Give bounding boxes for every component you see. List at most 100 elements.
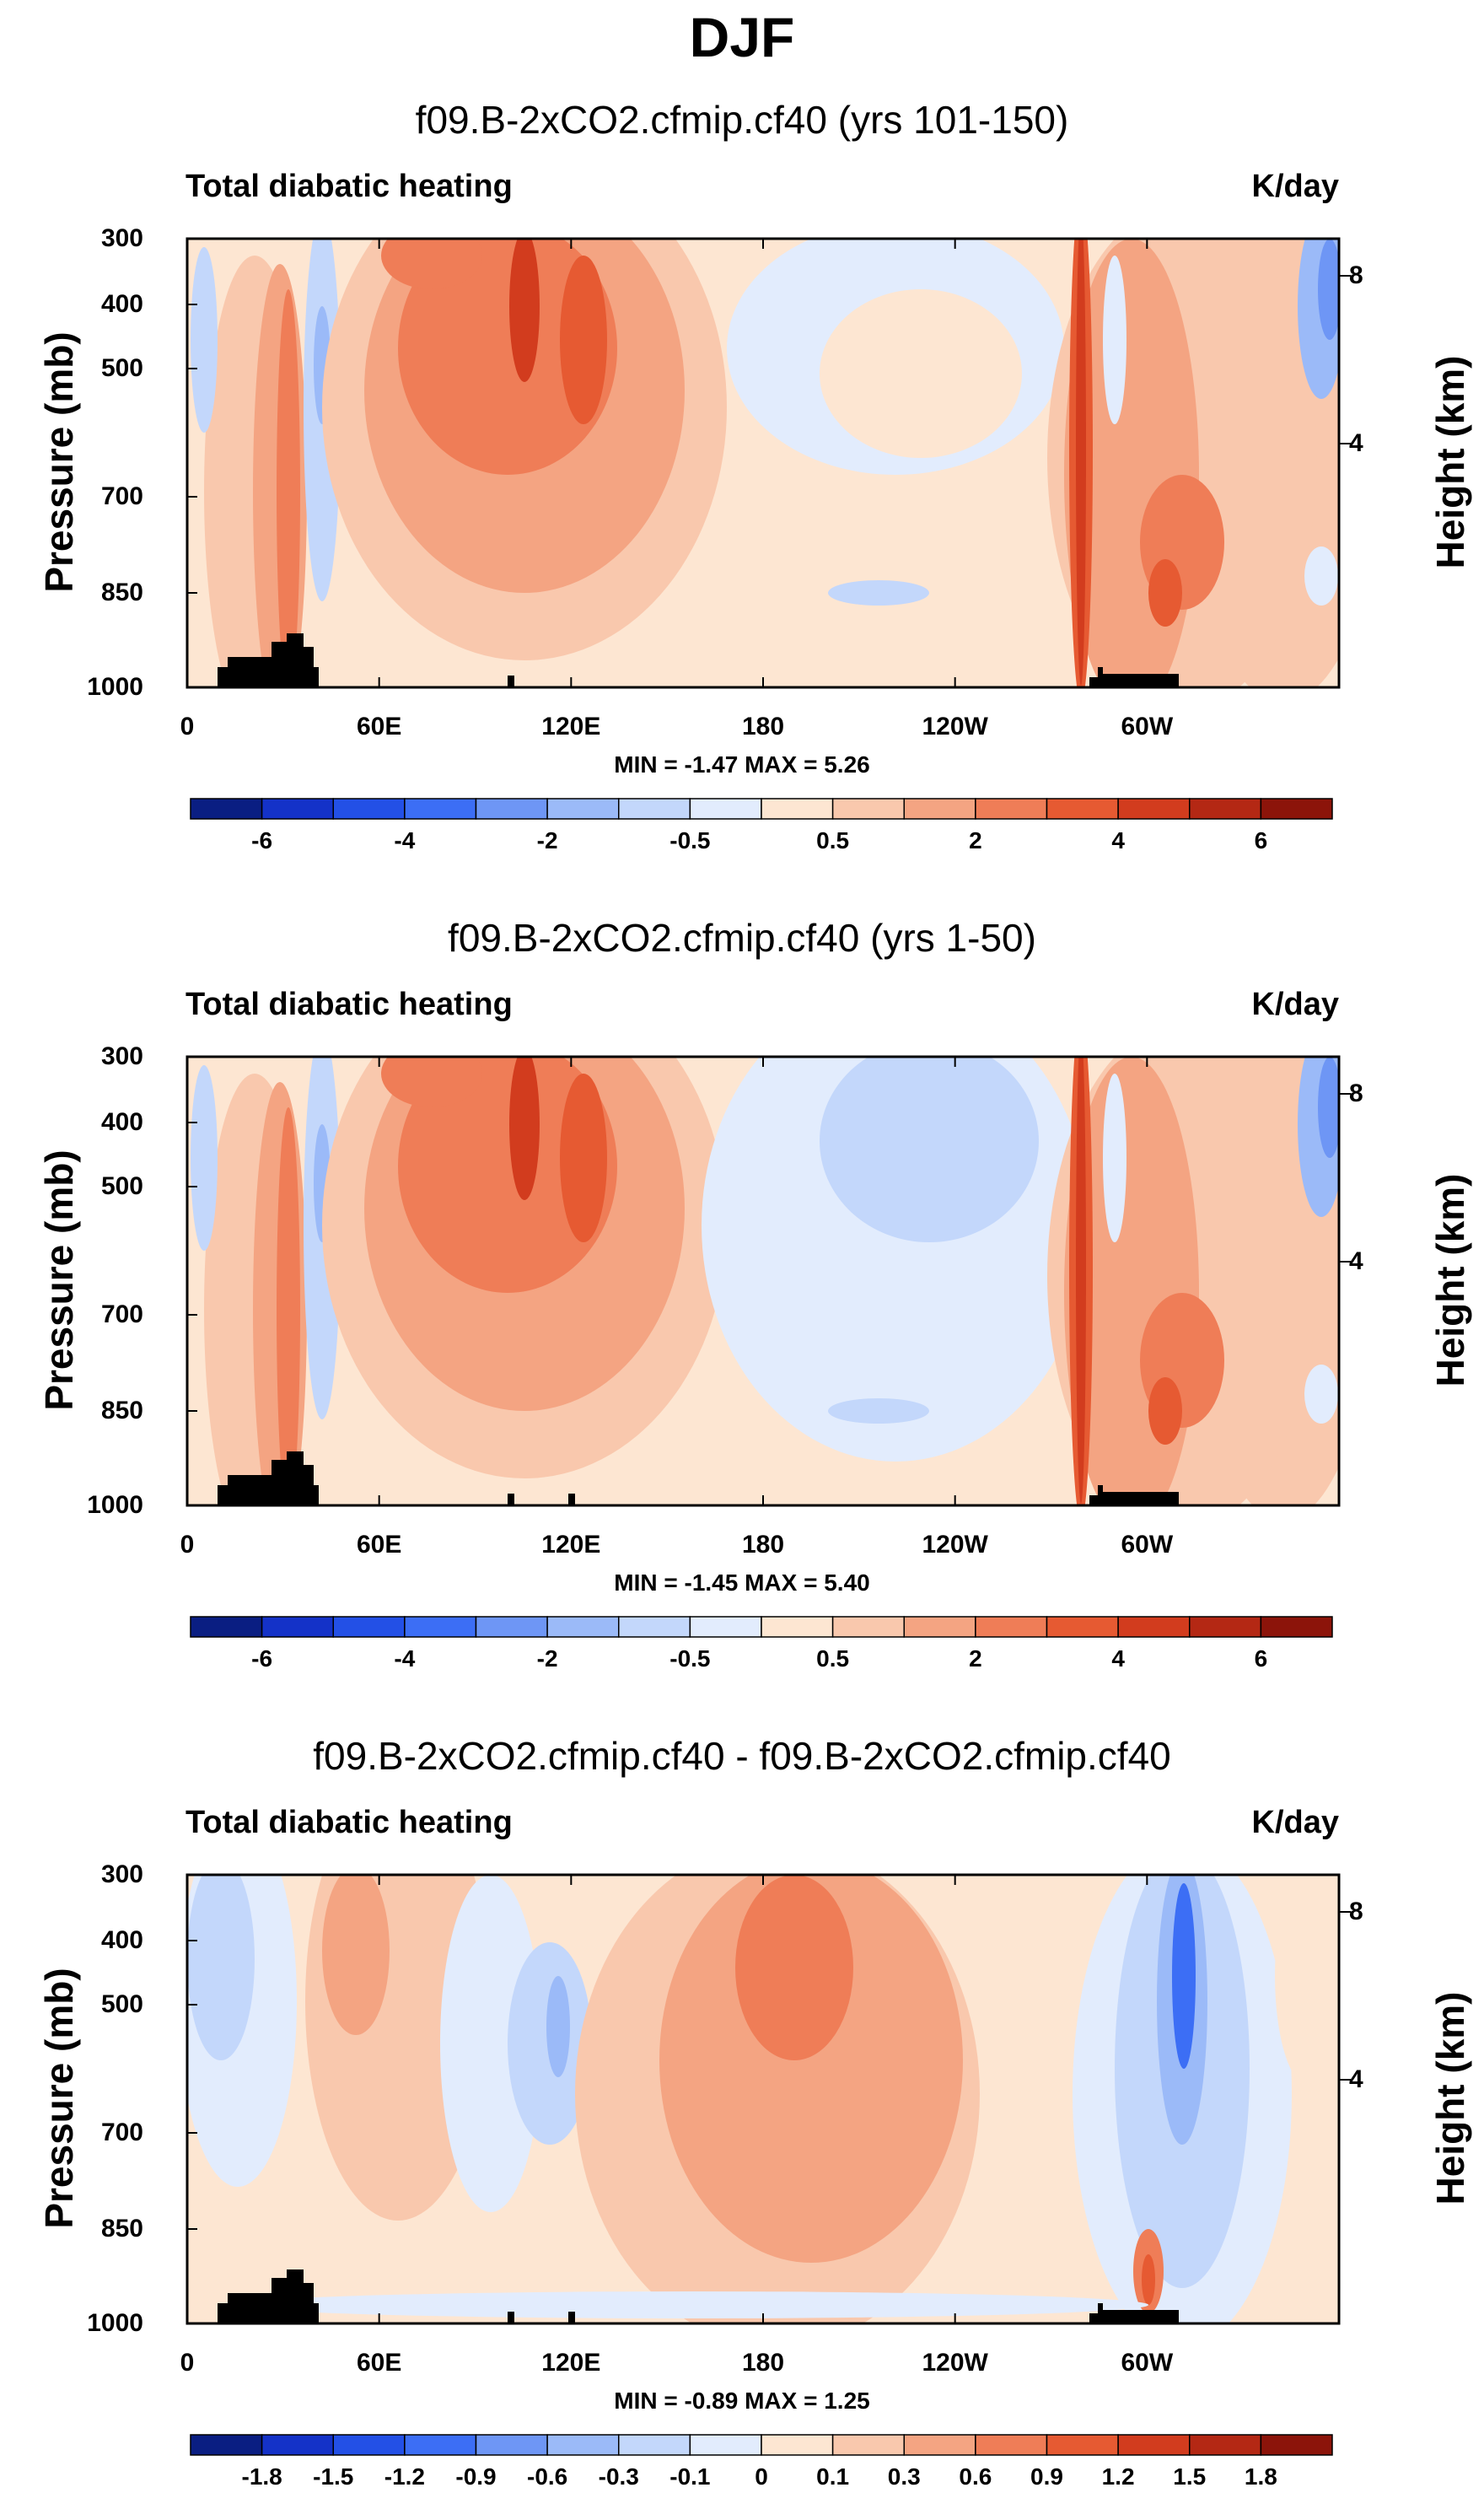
ytick-label: 850 (100, 2215, 143, 2242)
units-label: K/day (1251, 1805, 1339, 1840)
colorbar-swatch (261, 1616, 334, 1638)
colorbar-tick-label: 1.8 (1244, 2463, 1277, 2490)
xtick-label: 120W (922, 1531, 988, 1559)
cooling-region (820, 1057, 1039, 1242)
colorbar-swatch (761, 1616, 834, 1638)
ytick-label: 300 (100, 1860, 143, 1888)
xtick-label: 60E (356, 2349, 402, 2377)
colorbar-swatch (1117, 2434, 1191, 2456)
colorbar-swatch (1117, 1616, 1191, 1638)
min-max-label: MIN = -1.47 MAX = 5.26 (614, 751, 870, 778)
ytick-label: 1000 (87, 2309, 143, 2337)
colorbar-swatch (903, 2434, 976, 2456)
xtick-label: 120W (922, 2349, 988, 2377)
xtick-label: 120E (541, 1531, 601, 1559)
colorbar-swatch (190, 1616, 263, 1638)
colorbar (190, 1616, 1333, 1638)
colorbar (190, 2434, 1333, 2456)
xtick-label: 120E (541, 713, 601, 740)
panel-title: f09.B-2xCO2.cfmip.cf40 (yrs 1-50) (448, 916, 1036, 960)
xtick-label: 0 (180, 1531, 195, 1559)
topography-peak (508, 2312, 514, 2323)
colorbar-tick-label: -6 (251, 827, 273, 853)
xtick-label: 60E (356, 1531, 402, 1559)
xtick-label: 0 (180, 713, 195, 740)
colorbar-swatch (546, 1616, 620, 1638)
contour-plot (186, 1873, 1351, 2325)
contour-plot (186, 237, 1351, 689)
colorbar-swatch (975, 798, 1048, 820)
units-label: K/day (1251, 169, 1339, 204)
colorbar-swatch (761, 2434, 834, 2456)
colorbar-tick-label: -0.5 (669, 1645, 711, 1672)
panel-left-label: Total diabatic heating (186, 987, 513, 1022)
ytick-label: 700 (100, 2119, 143, 2146)
colorbar-swatch (618, 2434, 691, 2456)
topography-peak (508, 1494, 514, 1505)
colorbar-swatch (1260, 2434, 1333, 2456)
colorbar-swatch (1046, 2434, 1119, 2456)
ytick-label: 1000 (87, 673, 143, 701)
colorbar-swatch (1046, 798, 1119, 820)
colorbar-tick-label: 2 (969, 827, 982, 853)
colorbar-tick-label: -6 (251, 1645, 273, 1672)
colorbar-tick-label: 4 (1111, 827, 1125, 853)
ytick-label: 850 (100, 1397, 143, 1424)
panel-title: f09.B-2xCO2.cfmip.cf40 - f09.B-2xCO2.cfm… (313, 1734, 1171, 1778)
figure-title: DJF (689, 6, 795, 68)
colorbar-tick-label: 0.6 (959, 2463, 992, 2490)
xtick-label: 60E (356, 713, 402, 740)
ytick-label: 300 (100, 224, 143, 252)
colorbar-tick-label: -1.2 (384, 2463, 425, 2490)
heating-region (659, 1875, 963, 2263)
colorbar-tick-label: 6 (1254, 1645, 1268, 1672)
xtick-label: 0 (180, 2349, 195, 2377)
cooling-region (1103, 256, 1126, 424)
xtick-label: 120E (541, 2349, 601, 2377)
colorbar-swatch (831, 798, 905, 820)
ytick-label: 850 (100, 579, 143, 606)
colorbar-tick-label: 4 (1111, 1645, 1125, 1672)
colorbar-tick-label: 2 (969, 1645, 982, 1672)
colorbar-swatch (761, 798, 834, 820)
cooling-region (191, 1065, 218, 1251)
min-max-label: MIN = -1.45 MAX = 5.40 (614, 1569, 870, 1596)
colorbar-swatch (190, 798, 263, 820)
colorbar-swatch (1189, 798, 1262, 820)
colorbar-swatch (1189, 2434, 1262, 2456)
ytick-label: 700 (100, 482, 143, 510)
colorbar-tick-label: 0.5 (816, 1645, 850, 1672)
xtick-label: 120W (922, 713, 988, 740)
height-axis-label: Height (km) (1428, 1991, 1472, 2205)
colorbar-tick-label: -2 (536, 827, 558, 853)
ytick-label: 500 (100, 1990, 143, 2018)
colorbar-swatch (1117, 798, 1191, 820)
colorbar-swatch (332, 1616, 406, 1638)
heating-region (277, 1107, 300, 1505)
colorbar-swatch (903, 798, 976, 820)
topography-andes (1089, 667, 1179, 687)
colorbar-tick-label: -0.5 (669, 827, 711, 853)
cooling-region (1103, 1074, 1126, 1242)
colorbar-swatch (1260, 1616, 1333, 1638)
heating-region (277, 289, 300, 687)
cooling-region (1318, 1057, 1339, 1158)
ytick-label: 400 (100, 290, 143, 318)
cooling-region (238, 2291, 1148, 2318)
colorbar-tick-label: -4 (394, 1645, 416, 1672)
colorbar-tick-label: -2 (536, 1645, 558, 1672)
heating-region (381, 1057, 482, 1107)
topography-africa (218, 2269, 319, 2323)
ytick-label: 1000 (87, 1491, 143, 1519)
y-axis-label: Pressure (mb) (37, 331, 81, 593)
colorbar-swatch (261, 798, 334, 820)
topography-africa (218, 633, 319, 687)
height-tick-label: 4 (1349, 429, 1363, 457)
ytick-label: 500 (100, 354, 143, 382)
colorbar-swatch (475, 798, 548, 820)
xtick-label: 60W (1121, 2349, 1174, 2377)
panel-left-label: Total diabatic heating (186, 1805, 513, 1840)
cooling-region (191, 247, 218, 433)
colorbar-swatch (332, 2434, 406, 2456)
height-tick-label: 8 (1349, 1898, 1363, 1925)
